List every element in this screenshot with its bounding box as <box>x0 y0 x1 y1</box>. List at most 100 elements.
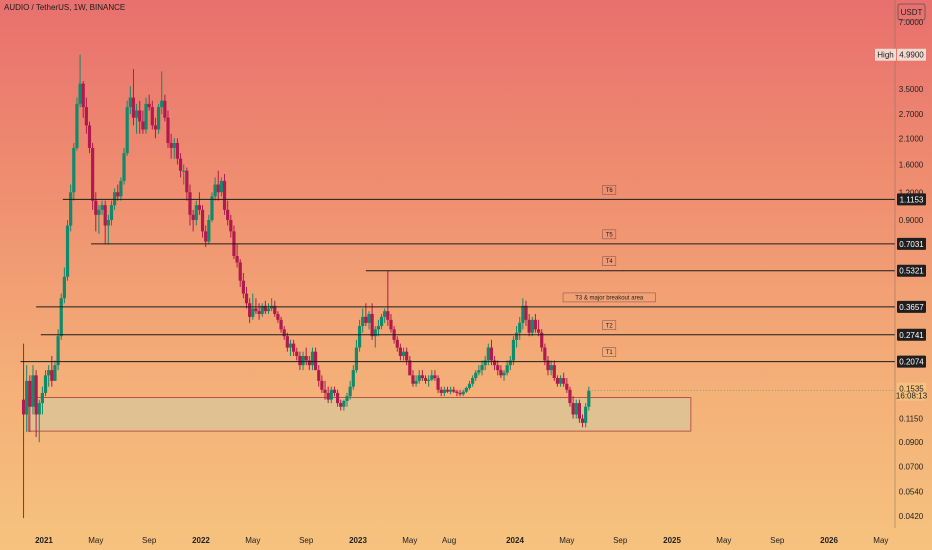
candle-body <box>260 305 264 314</box>
candle-body <box>72 147 76 193</box>
candle-body <box>263 305 267 312</box>
candle-body <box>307 360 311 366</box>
candle-body <box>248 303 252 317</box>
candle-body <box>200 209 205 232</box>
x-tick-label: Aug <box>442 536 456 545</box>
candle-body <box>288 343 293 348</box>
candle-body <box>329 389 333 400</box>
candle-body <box>530 319 534 333</box>
candle-body <box>345 396 349 401</box>
candle-body <box>178 158 183 171</box>
candle-body <box>100 205 104 210</box>
target-price-label: 0.2741 <box>899 331 924 340</box>
y-tick-label: 7.0000 <box>899 18 924 27</box>
candle-body <box>279 319 283 330</box>
candle-body <box>194 205 198 221</box>
y-tick-label: 0.0700 <box>899 462 924 471</box>
candle-body <box>163 100 167 118</box>
target-tag-box <box>602 347 617 357</box>
y-tick-label: 2.7000 <box>899 110 924 119</box>
candle-body <box>383 311 387 317</box>
candle-body <box>197 205 202 210</box>
high-tag-label: High <box>877 51 893 60</box>
candle-body <box>87 125 92 148</box>
candle-body <box>119 180 123 197</box>
candle-body <box>207 220 211 242</box>
y-tick-label: 0.0540 <box>899 488 924 497</box>
candle-body <box>580 418 585 423</box>
candle-body <box>499 370 503 376</box>
candle-body <box>295 351 299 356</box>
candle-body <box>524 305 528 320</box>
candle-body <box>210 196 214 221</box>
candle-body <box>417 375 421 381</box>
candle-body <box>304 355 308 361</box>
target-price-box <box>897 300 926 313</box>
candle-body <box>241 280 245 294</box>
candle-body <box>574 403 578 415</box>
candle-body <box>458 392 462 395</box>
target-tag-label: T3 & major breakout area <box>575 295 644 301</box>
candle-body <box>386 311 390 320</box>
candle-body <box>131 97 136 118</box>
candle-body <box>471 378 475 384</box>
target-price-box <box>897 264 926 277</box>
candle-body <box>91 147 95 201</box>
countdown-label: 16:08:13 <box>896 392 928 401</box>
candle-body <box>182 170 186 172</box>
candle-body <box>555 378 560 384</box>
candle-body <box>298 355 302 366</box>
x-tick-label: May <box>873 536 888 545</box>
candle-body <box>376 326 381 330</box>
target-price-box <box>897 328 926 341</box>
candle-body <box>81 83 85 108</box>
candle-body <box>65 225 70 277</box>
candle-body <box>455 391 459 393</box>
target-tag-label: T4 <box>606 259 614 265</box>
candle-body <box>480 365 484 371</box>
candle-body <box>276 313 280 320</box>
candle-body <box>84 107 88 126</box>
y-tick-label: 0.0420 <box>899 512 924 521</box>
target-price-label: 0.5321 <box>899 267 924 276</box>
candle-body <box>364 316 368 323</box>
x-tick-label: Sep <box>613 536 628 545</box>
candle-body <box>141 121 145 130</box>
candle-body <box>172 142 176 148</box>
candle-body <box>273 305 277 314</box>
candle-body <box>113 192 117 206</box>
candle-body <box>37 403 41 415</box>
candle-body <box>379 316 384 327</box>
candle-body <box>301 355 305 366</box>
candle-body <box>546 360 550 371</box>
candle-body <box>138 110 142 122</box>
candle-body <box>128 97 132 108</box>
candle-body <box>430 375 434 380</box>
candle-body <box>449 389 453 392</box>
candle-body <box>53 365 57 381</box>
candle-body <box>367 313 371 323</box>
candle-body <box>357 326 362 348</box>
candle-body <box>496 365 500 371</box>
target-tag-box <box>602 185 617 195</box>
y-tick-label: 2.1000 <box>899 134 924 143</box>
x-tick-label: 2024 <box>506 536 524 545</box>
candle-body <box>558 378 563 384</box>
candle-body <box>354 347 359 371</box>
high-tag-box <box>875 48 896 61</box>
candle-body <box>216 184 220 193</box>
high-price-box <box>897 48 926 61</box>
candle-body <box>493 360 497 366</box>
candle-body <box>191 214 195 221</box>
target-price-label: 1.1153 <box>900 195 924 204</box>
candle-body <box>427 379 431 381</box>
target-price-label: 0.2074 <box>899 358 924 367</box>
chart-title: AUDIO / TetherUS, 1W, BINANCE <box>4 3 126 12</box>
y-tick-label: 1.6000 <box>899 161 924 170</box>
candle-body <box>389 319 393 330</box>
y-tick-label: 0.1150 <box>899 415 923 424</box>
candle-body <box>464 387 468 392</box>
candle-body <box>571 403 575 415</box>
target-price-box <box>897 193 926 206</box>
